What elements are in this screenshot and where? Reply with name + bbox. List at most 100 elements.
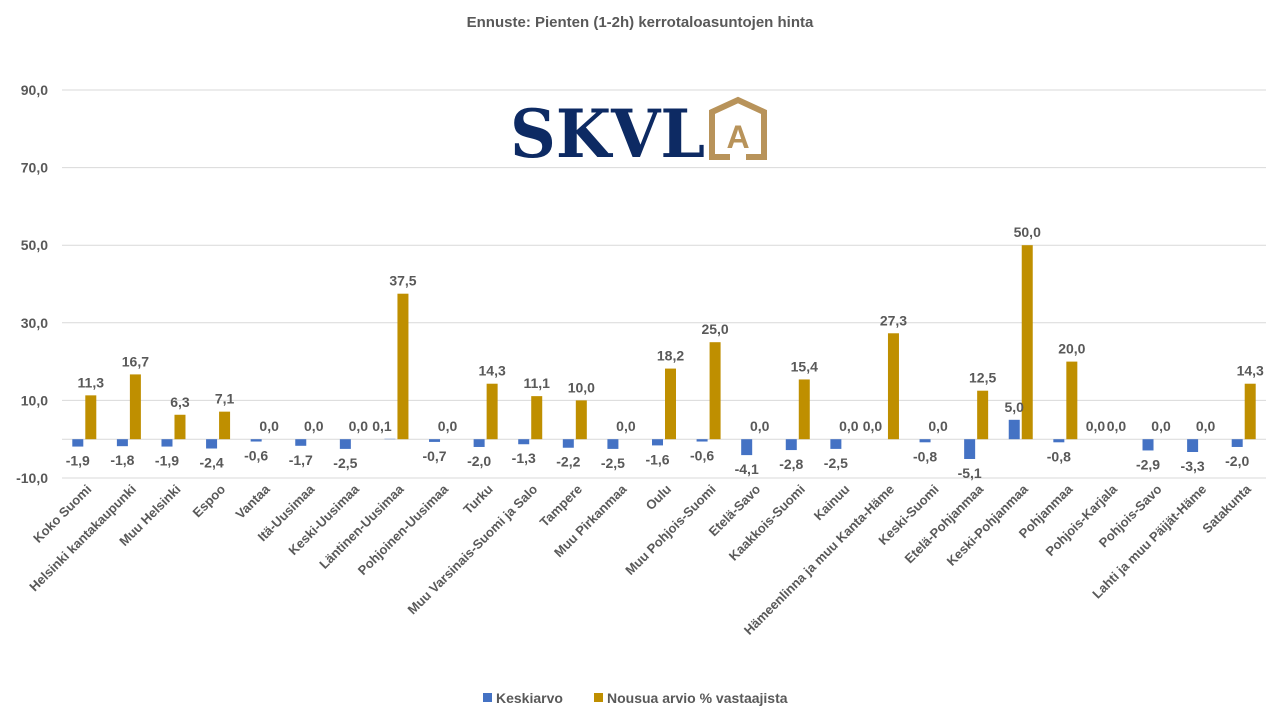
y-axis-ticks: -10,0 10,0 30,0 50,0 70,0 90,0 bbox=[16, 82, 48, 486]
data-label: -1,3 bbox=[512, 450, 536, 466]
bar-keskiarvo bbox=[607, 439, 619, 449]
data-label: 20,0 bbox=[1058, 341, 1085, 357]
y-tick-label: 30,0 bbox=[21, 315, 48, 331]
bar-keskiarvo bbox=[919, 439, 931, 443]
data-label: 0,0 bbox=[750, 418, 770, 434]
y-tick-label: 90,0 bbox=[21, 82, 48, 98]
x-tick-label: Kaakkois-Suomi bbox=[726, 482, 808, 564]
data-label: 18,2 bbox=[657, 348, 684, 364]
x-tick-label: Läntinen-Uusimaa bbox=[316, 481, 407, 572]
legend-swatch-nousua bbox=[594, 693, 603, 702]
x-tick-label: Espoo bbox=[189, 481, 228, 520]
x-tick-label: Keski-Pohjanmaa bbox=[944, 481, 1032, 569]
data-label: -2,5 bbox=[601, 455, 625, 471]
legend-item-keskiarvo[interactable]: Keskiarvo bbox=[483, 690, 563, 706]
bar-keskiarvo bbox=[562, 439, 574, 448]
data-label: 0,0 bbox=[259, 418, 279, 434]
data-label: -1,8 bbox=[110, 452, 134, 468]
x-tick-label: Satakunta bbox=[1199, 481, 1254, 536]
bar-nousua bbox=[397, 293, 409, 440]
bar-keskiarvo bbox=[652, 439, 663, 446]
data-label: 0,0 bbox=[349, 418, 369, 434]
bars bbox=[72, 245, 1256, 459]
legend: Keskiarvo Nousua arvio % vastaajista bbox=[483, 690, 788, 706]
data-label: -0,8 bbox=[913, 448, 937, 464]
bar-keskiarvo bbox=[741, 439, 753, 456]
data-label: 12,5 bbox=[969, 370, 996, 386]
bar-nousua bbox=[665, 368, 676, 440]
bar-keskiarvo bbox=[1008, 419, 1020, 440]
x-tick-label: Muu Pohjois-Suomi bbox=[622, 482, 718, 578]
x-tick-label: Kainuu bbox=[811, 481, 853, 523]
data-label: 11,3 bbox=[78, 374, 105, 390]
bar-nousua bbox=[887, 333, 899, 440]
bar-keskiarvo bbox=[161, 439, 173, 447]
data-label: -1,6 bbox=[645, 451, 669, 467]
data-label: -2,5 bbox=[333, 455, 357, 471]
bar-nousua bbox=[1021, 245, 1033, 440]
data-label: 14,3 bbox=[479, 363, 506, 379]
bar-nousua bbox=[486, 383, 498, 440]
bar-keskiarvo bbox=[830, 439, 842, 449]
x-tick-label: Pohjoinen-Uusimaa bbox=[355, 481, 452, 578]
data-label: -2,2 bbox=[556, 454, 580, 470]
bar-keskiarvo bbox=[72, 439, 84, 447]
data-label: 0,1 bbox=[372, 418, 392, 434]
data-label: -2,0 bbox=[467, 453, 491, 469]
data-label: -0,6 bbox=[244, 448, 268, 464]
x-tick-label: Etelä-Pohjanmaa bbox=[902, 481, 987, 566]
data-label: 0,0 bbox=[928, 418, 948, 434]
logo-text: SKVL bbox=[510, 95, 705, 173]
data-label: -4,1 bbox=[735, 461, 759, 477]
data-label: -3,3 bbox=[1181, 458, 1205, 474]
legend-label-keskiarvo: Keskiarvo bbox=[496, 690, 563, 706]
data-label: 50,0 bbox=[1014, 224, 1041, 240]
bar-keskiarvo bbox=[473, 439, 485, 447]
data-label: -2,8 bbox=[779, 456, 803, 472]
data-label: 0,0 bbox=[863, 418, 883, 434]
data-label: 16,7 bbox=[122, 353, 149, 369]
data-labels: -1,9 -1,8 -1,9 -2,4 -0,6 -1,7 -2,5 0,1 -0,7 -2,0 -… bbox=[66, 224, 1264, 481]
bar-keskiarvo bbox=[250, 439, 262, 442]
bar-keskiarvo bbox=[964, 439, 976, 459]
bar-keskiarvo bbox=[1231, 439, 1243, 447]
data-label: 5,0 bbox=[1005, 399, 1025, 415]
data-label: -2,5 bbox=[824, 455, 848, 471]
data-label: -1,9 bbox=[66, 453, 90, 469]
data-label: -1,9 bbox=[155, 453, 179, 469]
bar-nousua bbox=[219, 411, 231, 440]
bar-nousua bbox=[977, 390, 989, 440]
bar-nousua bbox=[174, 414, 186, 440]
bar-keskiarvo bbox=[1187, 439, 1199, 453]
gridlines bbox=[62, 89, 1266, 479]
data-label: 0,0 bbox=[438, 418, 458, 434]
x-tick-label: Oulu bbox=[643, 481, 675, 513]
y-tick-label: 50,0 bbox=[21, 237, 48, 253]
bar-nousua bbox=[575, 400, 587, 440]
data-label: 25,0 bbox=[701, 321, 728, 337]
data-label: -2,0 bbox=[1225, 453, 1249, 469]
x-tick-label: Turku bbox=[460, 481, 496, 517]
bar-keskiarvo bbox=[206, 439, 218, 449]
data-label: 0,0 bbox=[1151, 418, 1171, 434]
data-label: 0,0 bbox=[839, 418, 859, 434]
bar-keskiarvo bbox=[295, 439, 307, 446]
bar-keskiarvo bbox=[785, 439, 797, 451]
data-label: 0,0 bbox=[1196, 418, 1216, 434]
data-label: 15,4 bbox=[791, 358, 818, 374]
bar-keskiarvo bbox=[116, 439, 128, 447]
bar-keskiarvo bbox=[1053, 439, 1065, 443]
y-tick-label: 10,0 bbox=[21, 392, 48, 408]
data-label: -2,9 bbox=[1136, 456, 1160, 472]
data-label: 0,0 bbox=[616, 418, 636, 434]
bar-nousua bbox=[798, 379, 810, 440]
data-label: -0,6 bbox=[690, 448, 714, 464]
bar-keskiarvo bbox=[696, 439, 708, 442]
bar-keskiarvo bbox=[339, 439, 351, 449]
data-label: 14,3 bbox=[1237, 363, 1264, 379]
bar-keskiarvo bbox=[1142, 439, 1154, 451]
legend-item-nousua[interactable]: Nousua arvio % vastaajista bbox=[594, 690, 788, 706]
y-tick-label: -10,0 bbox=[16, 470, 48, 486]
